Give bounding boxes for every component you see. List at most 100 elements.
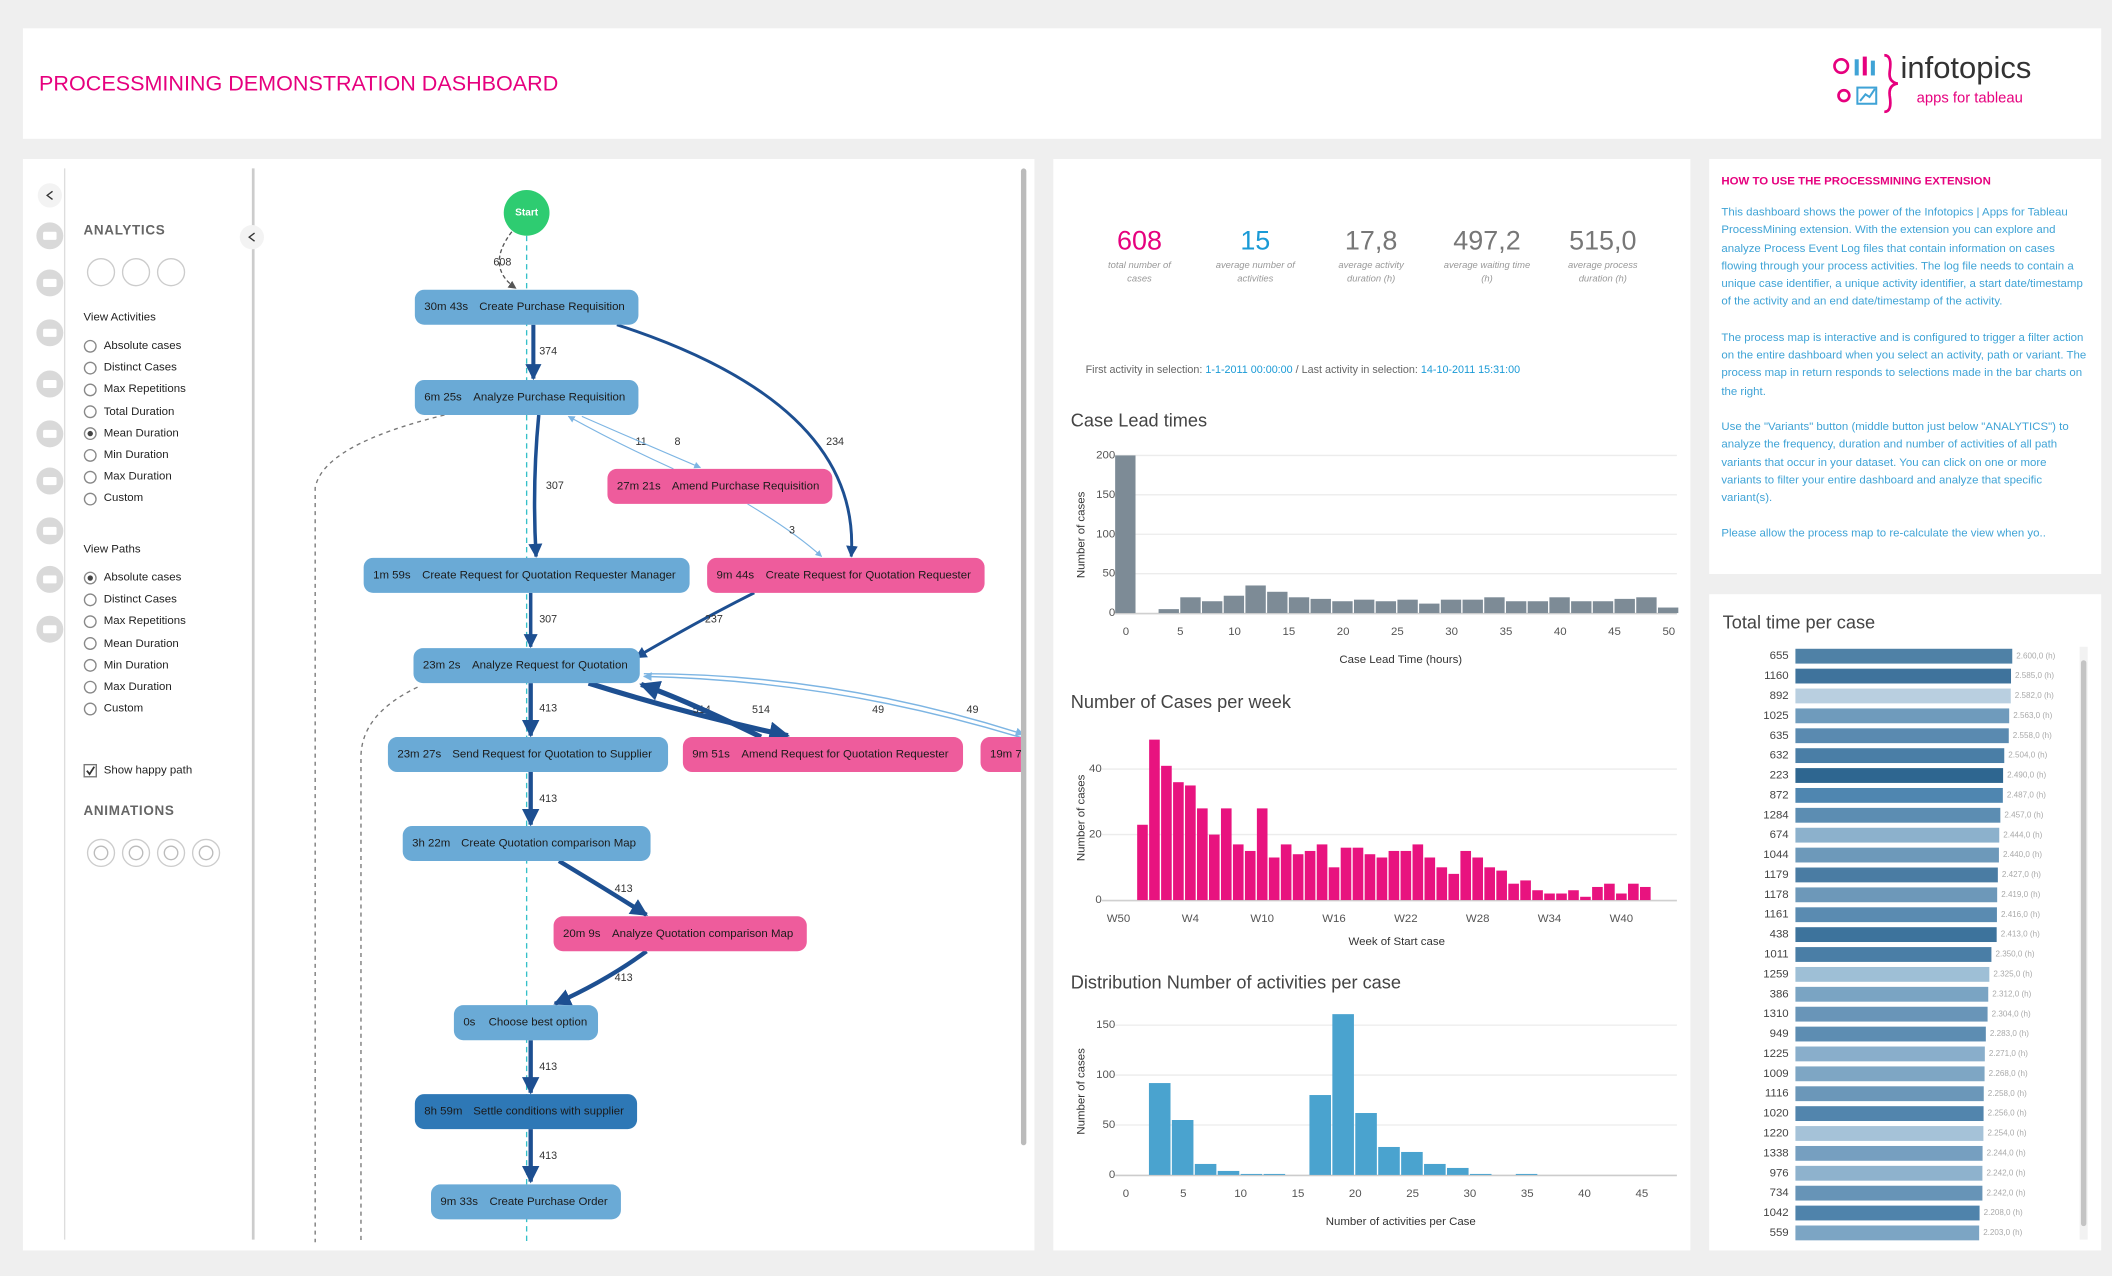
histogram-bar[interactable]: [1571, 601, 1592, 614]
bar[interactable]: [1795, 1106, 1984, 1122]
histogram-bar[interactable]: [1515, 1173, 1538, 1175]
radio-label[interactable]: Max Duration: [103, 679, 172, 693]
activity-node[interactable]: [553, 916, 807, 952]
bar[interactable]: [1328, 867, 1340, 901]
histogram-bar[interactable]: [1171, 1120, 1194, 1175]
radio[interactable]: [83, 680, 97, 694]
histogram-bar[interactable]: [1527, 601, 1549, 614]
radio[interactable]: [83, 470, 97, 484]
radio[interactable]: [83, 448, 97, 462]
bar[interactable]: [1795, 966, 1990, 982]
bar[interactable]: [1556, 893, 1567, 901]
bar[interactable]: [1340, 847, 1352, 901]
bar[interactable]: [1795, 1086, 1984, 1102]
bar[interactable]: [1460, 850, 1472, 901]
bar[interactable]: [1376, 857, 1388, 901]
histogram-bar[interactable]: [1332, 601, 1353, 614]
histogram-bar[interactable]: [1505, 601, 1527, 614]
bar[interactable]: [1161, 765, 1172, 901]
checkbox[interactable]: [83, 763, 97, 778]
bar[interactable]: [1388, 850, 1400, 901]
bar[interactable]: [1795, 927, 1997, 943]
histogram-bar[interactable]: [1592, 601, 1614, 614]
activity-node[interactable]: [980, 737, 1078, 773]
bar[interactable]: [1795, 708, 2010, 724]
bar[interactable]: [1795, 648, 2013, 664]
radio-label[interactable]: Max Repetitions: [103, 381, 186, 396]
bar[interactable]: [1795, 1145, 1983, 1161]
activity-node[interactable]: [414, 289, 639, 325]
radio[interactable]: [83, 361, 97, 375]
radio[interactable]: [83, 637, 97, 650]
bar[interactable]: [1795, 1026, 1986, 1042]
bar[interactable]: [1412, 844, 1424, 901]
radio-label[interactable]: Custom: [103, 490, 144, 505]
activity-node[interactable]: [414, 379, 639, 415]
collapse-button[interactable]: [37, 183, 62, 208]
bar[interactable]: [1364, 854, 1376, 901]
histogram-bar[interactable]: [1267, 591, 1288, 614]
bar[interactable]: [1220, 808, 1232, 901]
bar[interactable]: [1795, 1205, 1980, 1221]
activity-node[interactable]: [387, 737, 669, 773]
histogram-bar[interactable]: [1484, 597, 1505, 614]
radio-label[interactable]: Min Duration: [103, 447, 169, 461]
analytics-button[interactable]: [156, 258, 186, 287]
radio-label[interactable]: Distinct Cases: [103, 360, 177, 374]
bar[interactable]: [1484, 867, 1495, 901]
bar[interactable]: [1280, 844, 1292, 901]
checkbox-label[interactable]: Show happy path: [103, 762, 193, 777]
bar[interactable]: [1208, 834, 1220, 901]
bar[interactable]: [1604, 883, 1615, 901]
histogram-bar[interactable]: [1309, 1095, 1332, 1175]
scrollbar[interactable]: [1020, 168, 1027, 1146]
bar[interactable]: [1795, 1126, 1984, 1141]
radio-label[interactable]: Mean Duration: [103, 635, 179, 649]
bar[interactable]: [1795, 887, 1998, 903]
bar[interactable]: [1197, 808, 1208, 901]
radio-label[interactable]: Distinct Cases: [103, 591, 177, 606]
radio-label[interactable]: Min Duration: [103, 657, 169, 671]
radio[interactable]: [83, 615, 97, 629]
histogram-bar[interactable]: [1440, 599, 1462, 614]
bar[interactable]: [1268, 857, 1280, 901]
histogram-bar[interactable]: [1462, 599, 1483, 614]
radio[interactable]: [83, 339, 97, 353]
histogram-bar[interactable]: [1180, 597, 1201, 614]
bar[interactable]: [1508, 883, 1519, 901]
bar[interactable]: [1795, 1225, 1980, 1241]
bar[interactable]: [1795, 986, 1989, 1002]
radio-label[interactable]: Total Duration: [103, 403, 175, 418]
bar[interactable]: [1244, 850, 1256, 901]
histogram-bar[interactable]: [1636, 597, 1657, 614]
bar[interactable]: [1448, 873, 1460, 901]
bar[interactable]: [1795, 768, 2004, 783]
radio[interactable]: [83, 702, 97, 716]
histogram-bar[interactable]: [1378, 1146, 1400, 1175]
analytics-button[interactable]: [86, 258, 116, 287]
histogram-bar[interactable]: [1419, 603, 1440, 614]
activity-node[interactable]: [414, 1094, 638, 1130]
histogram-bar[interactable]: [1194, 1163, 1217, 1175]
bar[interactable]: [1424, 857, 1436, 901]
radio[interactable]: [83, 492, 97, 506]
activity-node[interactable]: [707, 557, 985, 593]
radio-label[interactable]: Max Duration: [103, 469, 172, 483]
bar[interactable]: [1149, 739, 1160, 901]
histogram-bar[interactable]: [1217, 1170, 1240, 1175]
bar[interactable]: [1400, 850, 1412, 901]
radio-label[interactable]: Absolute cases: [103, 569, 182, 584]
histogram-bar[interactable]: [1375, 601, 1397, 614]
histogram-bar[interactable]: [1355, 1113, 1377, 1175]
bar[interactable]: [1352, 847, 1364, 901]
histogram-bar[interactable]: [1424, 1163, 1446, 1175]
histogram-bar[interactable]: [1614, 598, 1635, 614]
histogram-bar[interactable]: [1469, 1173, 1492, 1175]
histogram-bar[interactable]: [1353, 599, 1375, 614]
histogram-bar[interactable]: [1549, 597, 1570, 614]
histogram-bar[interactable]: [1263, 1173, 1286, 1175]
bar[interactable]: [1795, 907, 1997, 923]
bar[interactable]: [1520, 880, 1531, 901]
bar[interactable]: [1640, 886, 1651, 901]
bar[interactable]: [1795, 787, 2003, 803]
